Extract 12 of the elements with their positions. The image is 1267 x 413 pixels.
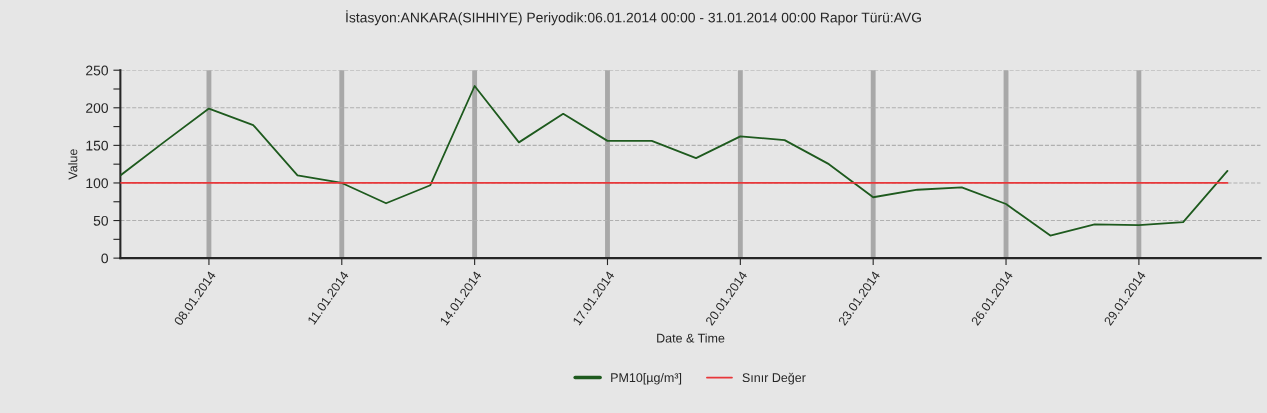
x-axis-title: Date & Time [657,333,725,343]
legend-label: PM10[µg/m³] [611,372,682,385]
y-tick-label: 0 [101,253,109,264]
y-tick-label: 150 [86,140,109,151]
line-series [120,85,1229,237]
y-axis-title: Value [68,149,78,180]
y-tick-label: 200 [86,103,109,113]
y-tick-label: 50 [93,215,109,226]
chart-title: İstasyon:ANKARA(SIHHIYE) Periyodik:06.01.2014 00:00 - 31.01.2014 00:00 Rapor Türü:AVG [346,10,921,26]
y-tick-label: 250 [86,65,109,76]
y-tick-label: 100 [86,178,109,189]
legend-label: Sınır Değer [742,372,806,385]
